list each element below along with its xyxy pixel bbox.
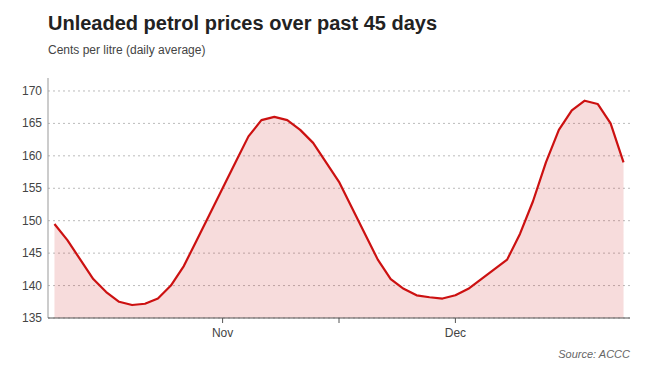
grid-line (48, 155, 630, 156)
x-tick-label: Dec (445, 326, 466, 340)
y-tick-label: 165 (22, 116, 42, 130)
x-tick (455, 318, 456, 323)
y-tick-label: 160 (22, 149, 42, 163)
y-axis-line (48, 78, 49, 318)
grid (48, 91, 630, 318)
title: Unleaded petrol prices over past 45 days (48, 12, 437, 34)
chart-container: Unleaded petrol prices over past 45 days… (0, 0, 650, 366)
y-tick-label: 140 (22, 279, 42, 293)
source: Source: ACCC (558, 348, 630, 360)
chart: Unleaded petrol prices over past 45 days… (0, 0, 650, 366)
subtitle: Cents per litre (daily average) (48, 43, 205, 57)
y-tick-label: 150 (22, 214, 42, 228)
grid-line (48, 90, 630, 91)
x-tick-label: Nov (212, 326, 233, 340)
area (54, 101, 623, 318)
plot-area (54, 101, 623, 318)
y-tick-label: 145 (22, 246, 42, 260)
y-tick-label: 135 (22, 311, 42, 325)
y-tick-label: 170 (22, 84, 42, 98)
x-tick (222, 318, 223, 323)
x-tick (339, 318, 340, 323)
line (54, 101, 623, 305)
y-tick-label: 155 (22, 181, 42, 195)
grid-line (48, 123, 630, 124)
